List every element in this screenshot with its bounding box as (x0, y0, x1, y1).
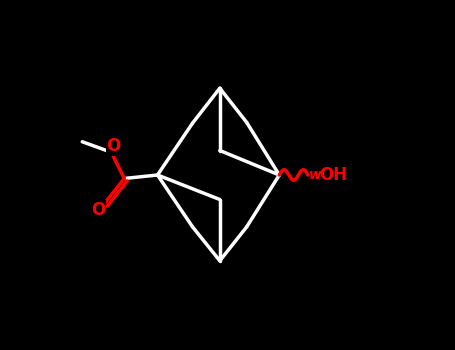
Text: OH: OH (319, 166, 348, 184)
Text: O: O (91, 201, 105, 219)
Text: w: w (309, 168, 322, 182)
Text: O: O (106, 137, 121, 155)
